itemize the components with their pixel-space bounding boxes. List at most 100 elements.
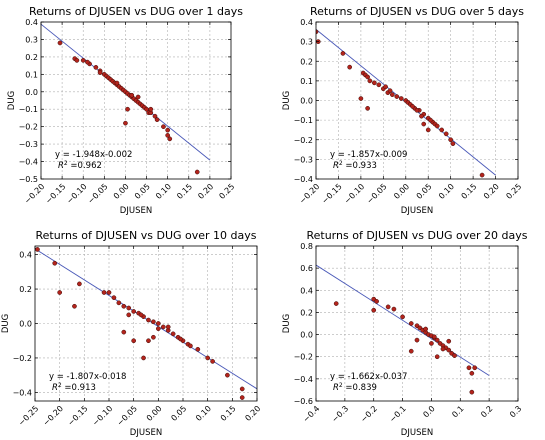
data-point [239, 395, 245, 400]
y-tick-label: 0.3 [25, 35, 38, 44]
data-point [225, 372, 230, 378]
x-tick-label: 0.20 [482, 182, 501, 201]
x-tick-label: 0.00 [112, 182, 131, 201]
x-tick-label: 0.20 [243, 404, 262, 423]
data-point [146, 317, 151, 323]
data-point [57, 40, 63, 46]
y-tick-label: −0.1 [294, 116, 313, 125]
data-point [367, 78, 373, 84]
data-point [389, 92, 395, 97]
data-point [365, 74, 370, 80]
subplot-3: −0.25 −0.20 −0.15 −0.10 −0.05 0.00 0.05 0.10 0.1… [1, 229, 262, 438]
equation-annotation: y = -1.662x-0.037 [330, 372, 407, 382]
x-tick-label: 0.10 [437, 182, 456, 201]
data-point [450, 141, 456, 147]
y-tick-label: 0.1 [300, 77, 313, 86]
data-point [141, 355, 146, 361]
data-point [391, 306, 397, 312]
chart-title: Returns of DJUSEN vs DUG over 1 days [29, 5, 243, 18]
data-point [194, 169, 200, 175]
data-point [440, 346, 446, 352]
data-point [385, 304, 391, 310]
y-tick-label: −0.4 [19, 158, 38, 167]
data-point [400, 314, 405, 320]
data-point [123, 120, 128, 126]
x-tick-label: 0.00 [392, 182, 411, 201]
data-point [398, 96, 404, 101]
data-point [414, 337, 420, 343]
data-point [170, 331, 176, 337]
data-point [469, 389, 475, 395]
data-point [421, 121, 427, 127]
x-tick-label: 0.3 [508, 404, 523, 419]
data-point [394, 94, 400, 99]
data-point [340, 51, 346, 56]
data-point [116, 300, 122, 306]
y-tick-label: 0.2 [300, 57, 313, 66]
y-tick-label: 0.4 [25, 18, 38, 27]
data-point [85, 59, 90, 65]
data-point [165, 127, 171, 133]
y-tick-label: −0.2 [294, 136, 313, 145]
data-point [155, 321, 161, 326]
data-point [414, 107, 420, 113]
data-point [52, 260, 58, 266]
data-point [146, 338, 151, 344]
data-point [151, 319, 156, 325]
data-point [376, 82, 382, 88]
data-point [121, 303, 127, 309]
data-point [434, 337, 440, 343]
data-point [165, 324, 171, 330]
data-point [57, 290, 63, 295]
data-point [74, 58, 80, 63]
y-axis-label: DUG [282, 91, 292, 110]
y-tick-label: 0.0 [19, 320, 32, 329]
data-point [72, 303, 77, 309]
data-point [154, 117, 160, 123]
r-squared-annotation: R2 =0.839 [333, 382, 377, 393]
data-point [165, 133, 171, 138]
x-tick-label: −0.15 [66, 404, 90, 428]
data-point [333, 301, 339, 306]
data-point [129, 92, 135, 98]
data-point [135, 94, 141, 100]
x-axis-label: DJUSEN [130, 428, 162, 438]
y-tick-label: 0.0 [300, 97, 313, 106]
y-tick-label: 0.2 [300, 308, 313, 317]
y-axis-label: DUG [7, 91, 17, 110]
x-tick-label: −0.05 [365, 182, 389, 206]
data-point [443, 131, 449, 137]
data-point [431, 334, 437, 340]
x-tick-label: 0.2 [479, 404, 494, 419]
chart-title: Returns of DJUSEN vs DUG over 20 days [306, 229, 527, 242]
x-tick-label: −0.1 [388, 404, 408, 424]
y-tick-label: −0.4 [294, 175, 313, 184]
y-tick-label: 0.0 [300, 331, 313, 340]
data-point [239, 386, 245, 392]
y-tick-label: −0.3 [294, 155, 313, 164]
data-point [434, 354, 440, 360]
data-point [126, 305, 132, 311]
data-point [419, 113, 424, 119]
data-point [101, 290, 107, 295]
y-tick-label: 0.0 [25, 88, 38, 97]
data-point [131, 338, 137, 344]
subplot-2: −0.20−0.15−0.10−0.05 0.00 0.05 0.10 0.15 0.20… [282, 5, 524, 216]
x-tick-label: 0.10 [154, 182, 173, 201]
chart-title: Returns of DJUSEN vs DUG over 5 days [310, 5, 524, 18]
data-point [448, 137, 454, 143]
data-point [160, 324, 166, 330]
data-point [125, 106, 130, 112]
data-point [152, 113, 158, 119]
x-axis-label: DJUSEN [120, 206, 152, 216]
data-point [446, 338, 452, 344]
data-point [387, 88, 393, 94]
y-tick-label: −0.2 [19, 123, 38, 132]
data-point [106, 290, 112, 295]
y-tick-label: 0.2 [25, 53, 38, 62]
data-point [77, 281, 82, 287]
equation-annotation: y = -1.857x-0.009 [330, 150, 407, 160]
data-point [155, 326, 161, 332]
x-tick-label: 0.05 [415, 182, 434, 201]
